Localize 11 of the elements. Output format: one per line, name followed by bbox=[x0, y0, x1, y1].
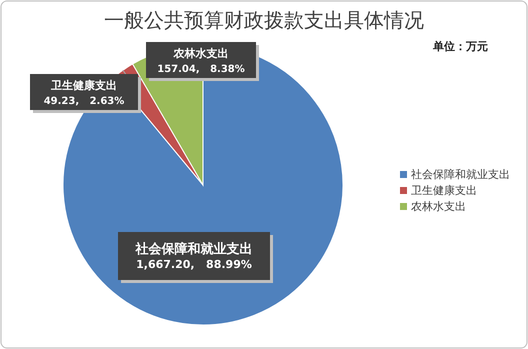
slice-label: 社会保障和就业支出 bbox=[134, 241, 252, 257]
data-label: 1,667.20, 88.99% bbox=[136, 258, 252, 271]
data-label: 49.23, 2.63% bbox=[44, 96, 124, 107]
chart-title: 一般公共预算财政拨款支出具体情况 bbox=[104, 8, 424, 32]
slice-label: 农林水支出 bbox=[172, 47, 228, 60]
slice-label: 卫生健康支出 bbox=[50, 79, 117, 92]
legend-label: 卫生健康支出 bbox=[411, 184, 477, 197]
text: 单位：万元 bbox=[432, 40, 488, 53]
legend-label: 农林水支出 bbox=[411, 200, 466, 213]
data-label: 157.04, 8.38% bbox=[157, 64, 245, 75]
legend-label: 社会保障和就业支出 bbox=[411, 168, 510, 181]
